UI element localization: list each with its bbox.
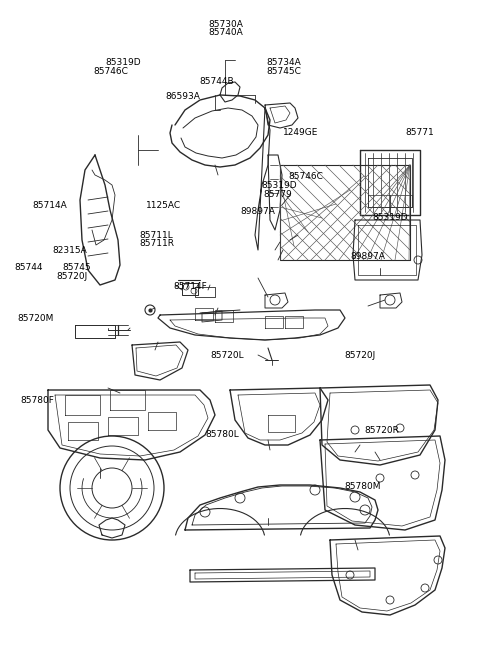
Text: 85745: 85745 — [62, 263, 91, 272]
Text: 89897A: 89897A — [350, 252, 385, 261]
Text: 82315A: 82315A — [53, 246, 87, 255]
Text: 89897A: 89897A — [240, 207, 275, 216]
Text: 85779: 85779 — [263, 190, 292, 199]
Text: 85734A: 85734A — [266, 58, 301, 67]
Text: 85319D: 85319D — [372, 213, 408, 222]
Text: 85780L: 85780L — [205, 430, 239, 439]
Text: 85744B: 85744B — [199, 77, 234, 86]
Text: 1249GE: 1249GE — [283, 128, 319, 138]
Text: 85745C: 85745C — [266, 67, 301, 76]
Text: 1125AC: 1125AC — [146, 201, 181, 210]
Text: 85780M: 85780M — [345, 482, 381, 491]
Text: 85746C: 85746C — [94, 67, 129, 76]
Text: 85771: 85771 — [406, 128, 434, 138]
Text: 85711L: 85711L — [139, 231, 173, 240]
Text: 85714A: 85714A — [33, 201, 67, 210]
Text: 85720J: 85720J — [345, 350, 376, 360]
Text: 86593A: 86593A — [166, 92, 201, 102]
Text: 85744: 85744 — [14, 263, 43, 272]
Text: 85730A: 85730A — [209, 20, 244, 29]
Text: 85746C: 85746C — [288, 172, 323, 181]
Text: 85720M: 85720M — [17, 314, 54, 324]
Text: 85319D: 85319D — [262, 181, 297, 190]
Text: 85720L: 85720L — [210, 350, 244, 360]
Text: 85720R: 85720R — [365, 426, 400, 436]
Text: 85740A: 85740A — [209, 28, 243, 37]
Text: 85780F: 85780F — [20, 396, 54, 405]
Text: 85714F: 85714F — [174, 282, 207, 291]
Text: 85319D: 85319D — [106, 58, 141, 67]
Text: 85720J: 85720J — [57, 272, 88, 281]
Text: 85711R: 85711R — [139, 238, 174, 248]
